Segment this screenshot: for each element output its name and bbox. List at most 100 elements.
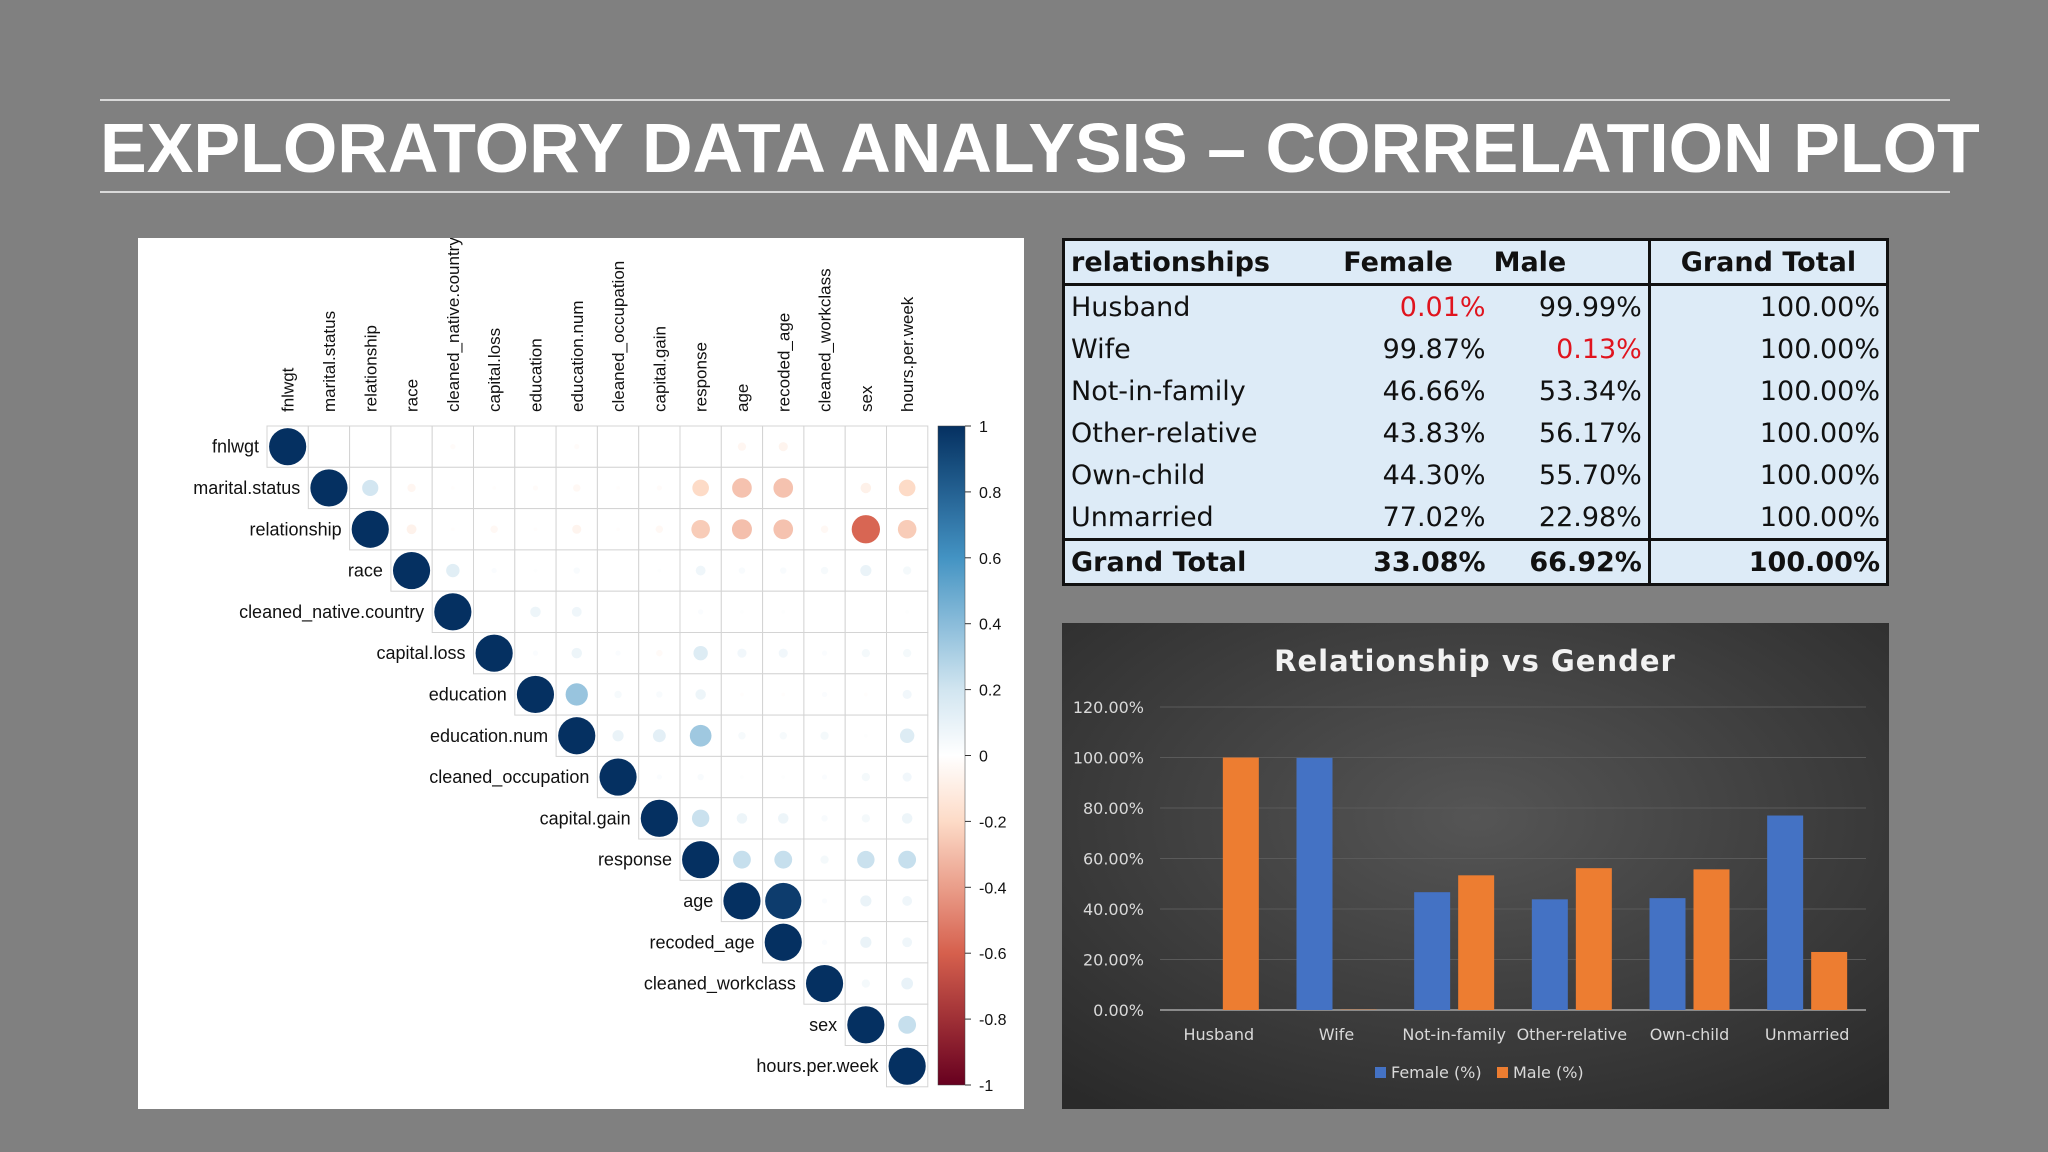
corr-row-label: capital.gain	[540, 808, 631, 828]
corr-circle	[573, 567, 580, 574]
bar-y-tick-label: 40.00%	[1083, 900, 1144, 919]
table-cell: Unmarried	[1071, 501, 1214, 533]
corr-circle	[656, 774, 662, 780]
corr-circle	[615, 650, 621, 656]
corr-circle	[407, 483, 416, 493]
corr-circle	[820, 855, 829, 864]
page-title: EXPLORATORY DATA ANALYSIS – CORRELATION …	[100, 109, 1980, 187]
corr-circle	[861, 979, 871, 988]
table-cell: 0.01%	[1399, 291, 1486, 323]
corr-circle	[902, 566, 912, 575]
corr-row-label: education.num	[430, 726, 548, 746]
colorbar-tick-label: -0.4	[979, 880, 1007, 897]
corr-circle	[450, 444, 456, 450]
corr-circle	[821, 898, 828, 904]
table-cell: 22.98%	[1538, 501, 1642, 533]
table-cell: 100.00%	[1647, 412, 1886, 454]
corr-circle	[446, 563, 460, 578]
colorbar-tick-label: 0.2	[979, 683, 1001, 700]
table-cell: 99.99%	[1538, 291, 1642, 323]
corr-circle	[614, 690, 622, 699]
corr-circle	[905, 609, 910, 614]
corr-circle	[821, 815, 828, 822]
corr-circle	[781, 609, 786, 614]
corr-circle	[731, 519, 752, 540]
table-cell: 33.08%	[1329, 538, 1492, 583]
corr-circle	[571, 606, 582, 617]
table-total-row: Grand Total 33.08% 66.92% 100.00%	[1065, 538, 1886, 583]
corr-circle	[533, 527, 538, 532]
relationship-gender-bar-chart: Relationship vs Gender 0.00% 20.00% 40.00% 6…	[1062, 623, 1889, 1109]
corr-circle	[773, 519, 794, 540]
corr-circle	[737, 442, 747, 451]
corr-cell	[514, 425, 557, 468]
legend-label: Male (%)	[1513, 1063, 1584, 1082]
colorbar	[937, 425, 966, 1086]
corr-circle	[898, 479, 916, 497]
corr-circle	[899, 728, 915, 743]
corr-cell	[349, 425, 392, 468]
corr-circle	[740, 692, 744, 697]
corr-cell	[596, 590, 640, 634]
table-cell: 100.00%	[1647, 328, 1886, 370]
table-cell: 100.00%	[1647, 454, 1886, 496]
bar-y-tick-label: 20.00%	[1083, 951, 1144, 970]
corr-col-label: capital.loss	[485, 328, 504, 412]
corr-circle	[902, 896, 913, 906]
corr-circle	[558, 717, 596, 755]
table-header-cell: Female	[1329, 241, 1492, 286]
table-cell: 0.13%	[1556, 333, 1642, 365]
corr-circle	[738, 732, 746, 740]
corr-circle	[532, 485, 539, 491]
corr-circle	[533, 568, 538, 573]
corr-circle	[732, 478, 752, 498]
corr-circle	[612, 730, 624, 742]
corr-col-label: age	[733, 384, 752, 412]
bar-x-tick-label: Unmarried	[1765, 1025, 1850, 1044]
table-cell: 77.02%	[1382, 501, 1486, 533]
corr-circle	[774, 850, 793, 869]
title-bottom-rule	[100, 191, 1950, 193]
corr-circle	[778, 648, 788, 658]
corr-circle	[652, 729, 666, 743]
table-cell: 55.70%	[1538, 459, 1642, 491]
corr-circle	[805, 964, 844, 1003]
corr-circle	[571, 647, 583, 659]
bar-male	[1811, 951, 1848, 1010]
corr-col-label: sex	[857, 385, 876, 412]
corr-cell	[679, 425, 722, 468]
corr-circle	[450, 486, 455, 490]
corr-circle	[269, 428, 307, 466]
corr-col-label: recoded_age	[774, 313, 793, 412]
corr-circle	[860, 895, 872, 907]
corr-circle	[723, 882, 761, 920]
corr-cell	[431, 508, 475, 551]
colorbar-tick-label: -0.2	[979, 814, 1007, 831]
corr-circle	[740, 775, 744, 779]
corr-row-label: response	[598, 850, 672, 870]
corr-circle	[861, 814, 871, 823]
corr-circle	[738, 567, 746, 574]
corr-circle	[532, 650, 539, 656]
corr-circle	[492, 486, 497, 490]
corr-circle	[740, 609, 744, 614]
colorbar-tick-label: 0.8	[979, 485, 1001, 502]
corr-circle	[888, 1047, 926, 1085]
corr-col-label: fnlwgt	[279, 367, 298, 412]
corr-col-label: cleaned_workclass	[816, 268, 835, 412]
corr-circle	[616, 527, 620, 532]
corr-circle	[351, 510, 389, 548]
corr-circle	[698, 609, 704, 615]
corr-circle	[695, 689, 706, 700]
bar-x-tick-label: Own-child	[1650, 1025, 1730, 1044]
bar-male	[1575, 868, 1612, 1010]
corr-cell	[307, 425, 351, 468]
table-row: Not-in-family 46.66% 53.34% 100.00%	[1065, 370, 1886, 412]
corr-circle	[406, 524, 417, 535]
bar-x-tick-label: Husband	[1183, 1025, 1254, 1044]
corr-circle	[450, 527, 455, 532]
corr-col-label: capital.gain	[650, 326, 669, 412]
table-cell: Husband	[1071, 291, 1191, 323]
corr-circle	[737, 648, 747, 658]
corr-circle	[599, 758, 637, 796]
